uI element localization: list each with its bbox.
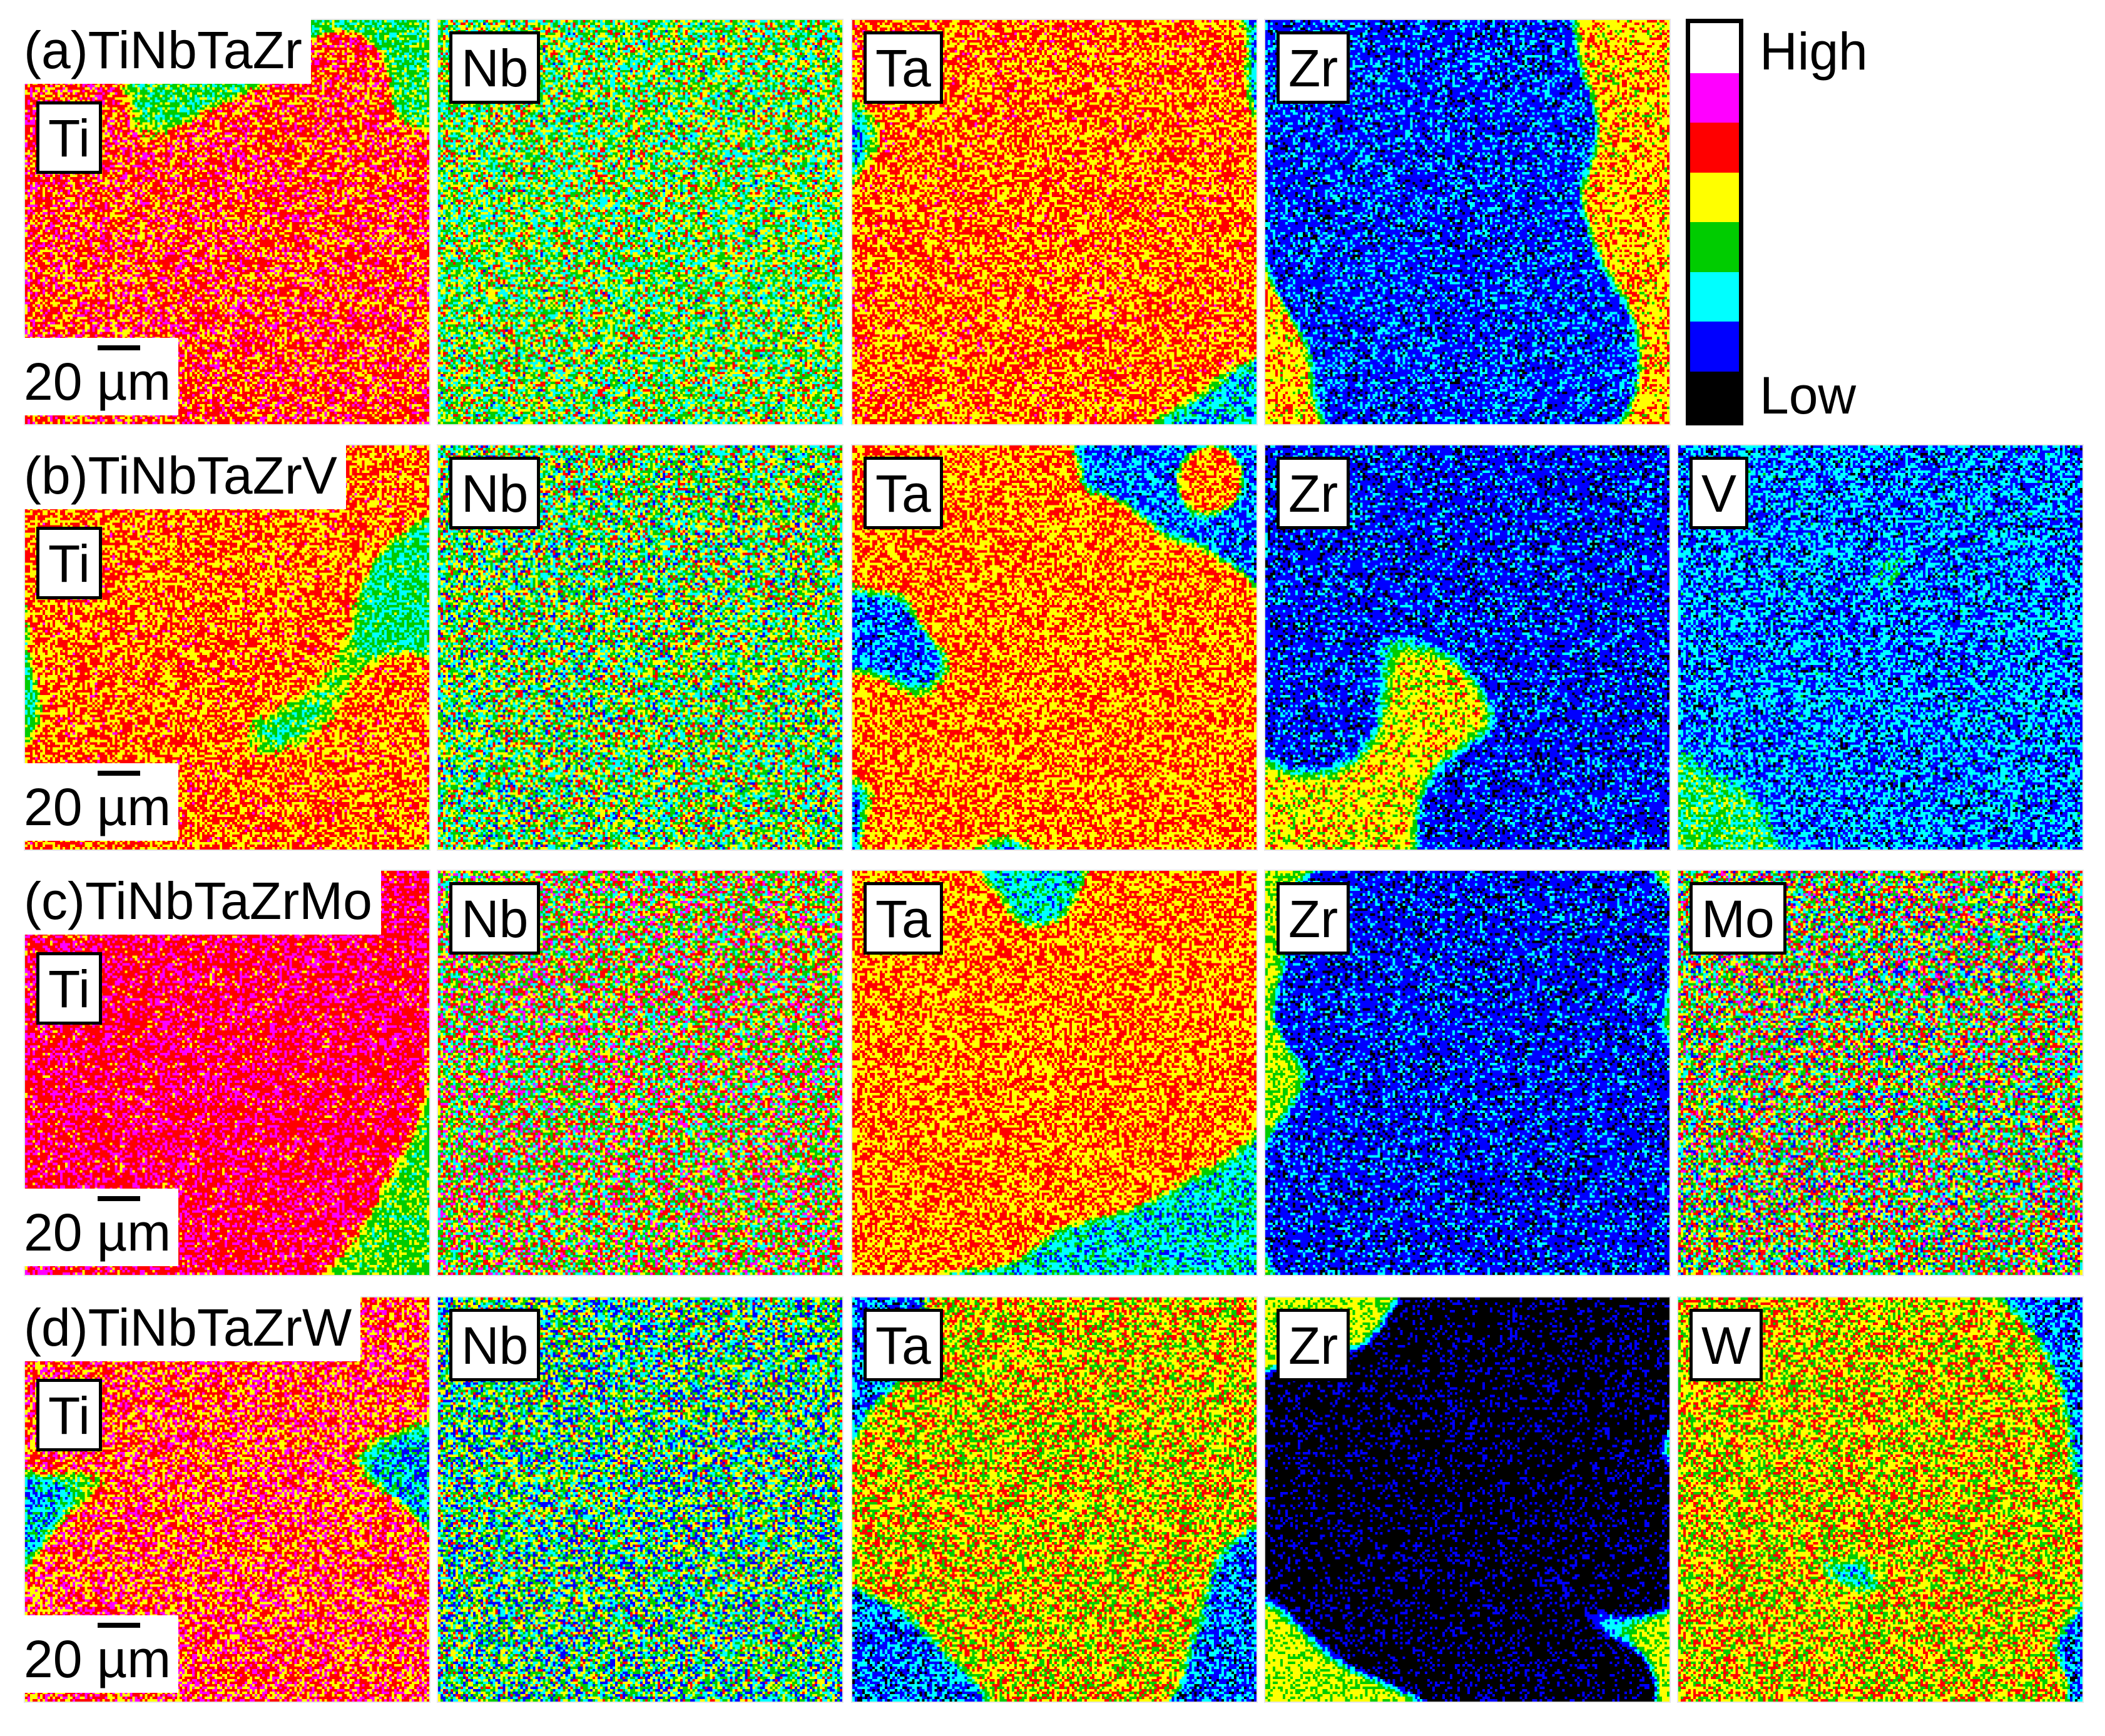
scale-label: 20 µm [24,778,171,836]
legend-swatch [1690,322,1739,372]
element-label: Nb [449,1309,541,1381]
legend-swatch [1690,73,1739,124]
element-map-d-zr: Zr [1264,1296,1671,1703]
element-map-b-nb: Nb [437,444,844,851]
element-label: V [1690,457,1749,529]
element-label: Nb [449,457,541,529]
legend-swatch [1690,23,1739,74]
element-label: Zr [1277,882,1350,955]
intensity-color-legend [1686,19,1743,425]
scale-bar-b: 20 µm [19,763,179,841]
element-map-b-ta: Ta [851,444,1258,851]
legend-low-label: Low [1760,366,1857,425]
element-label: Zr [1277,457,1350,529]
element-label: Ti [36,952,102,1025]
scale-label: 20 µm [24,1203,171,1262]
element-map-a-zr: Zr [1264,19,1671,425]
scale-line [98,345,140,350]
element-label: Nb [449,882,541,955]
element-label: Ta [864,31,943,104]
element-label: Ta [864,882,943,955]
row-title-c: (c)TiNbTaZrMo [19,868,381,935]
legend-swatch [1690,172,1739,223]
legend-swatch [1690,222,1739,273]
element-label: Zr [1277,31,1350,104]
row-title-d: (d)TiNbTaZrW [19,1295,361,1361]
element-label: Ti [36,527,102,599]
legend-swatch [1690,272,1739,323]
element-map-c-mo: Mo [1677,870,2084,1276]
element-label: Ta [864,457,943,529]
row-title-a: (a)TiNbTaZr [19,18,311,84]
legend-high-label: High [1760,22,1868,81]
scale-line [98,1196,140,1201]
element-map-b-zr: Zr [1264,444,1671,851]
scale-bar-c: 20 µm [19,1189,179,1266]
element-label: Ti [36,1379,102,1451]
row-title-b: (b)TiNbTaZrV [19,443,346,509]
scale-label: 20 µm [24,1630,171,1688]
element-label: Ti [36,101,102,174]
scale-label: 20 µm [24,352,171,411]
element-label: Ta [864,1309,943,1381]
scale-bar-d: 20 µm [19,1615,179,1693]
element-map-d-w: W [1677,1296,2084,1703]
scale-line [98,771,140,776]
element-map-d-nb: Nb [437,1296,844,1703]
element-map-c-ta: Ta [851,870,1258,1276]
legend-swatch [1690,371,1739,422]
scale-line [98,1623,140,1628]
element-label: Nb [449,31,541,104]
element-label: W [1690,1309,1763,1381]
element-label: Zr [1277,1309,1350,1381]
element-label: Mo [1690,882,1786,955]
element-map-b-v: V [1677,444,2084,851]
element-map-c-nb: Nb [437,870,844,1276]
element-map-a-nb: Nb [437,19,844,425]
element-map-d-ta: Ta [851,1296,1258,1703]
element-map-c-zr: Zr [1264,870,1671,1276]
element-map-a-ta: Ta [851,19,1258,425]
legend-swatch [1690,123,1739,173]
scale-bar-a: 20 µm [19,338,179,415]
